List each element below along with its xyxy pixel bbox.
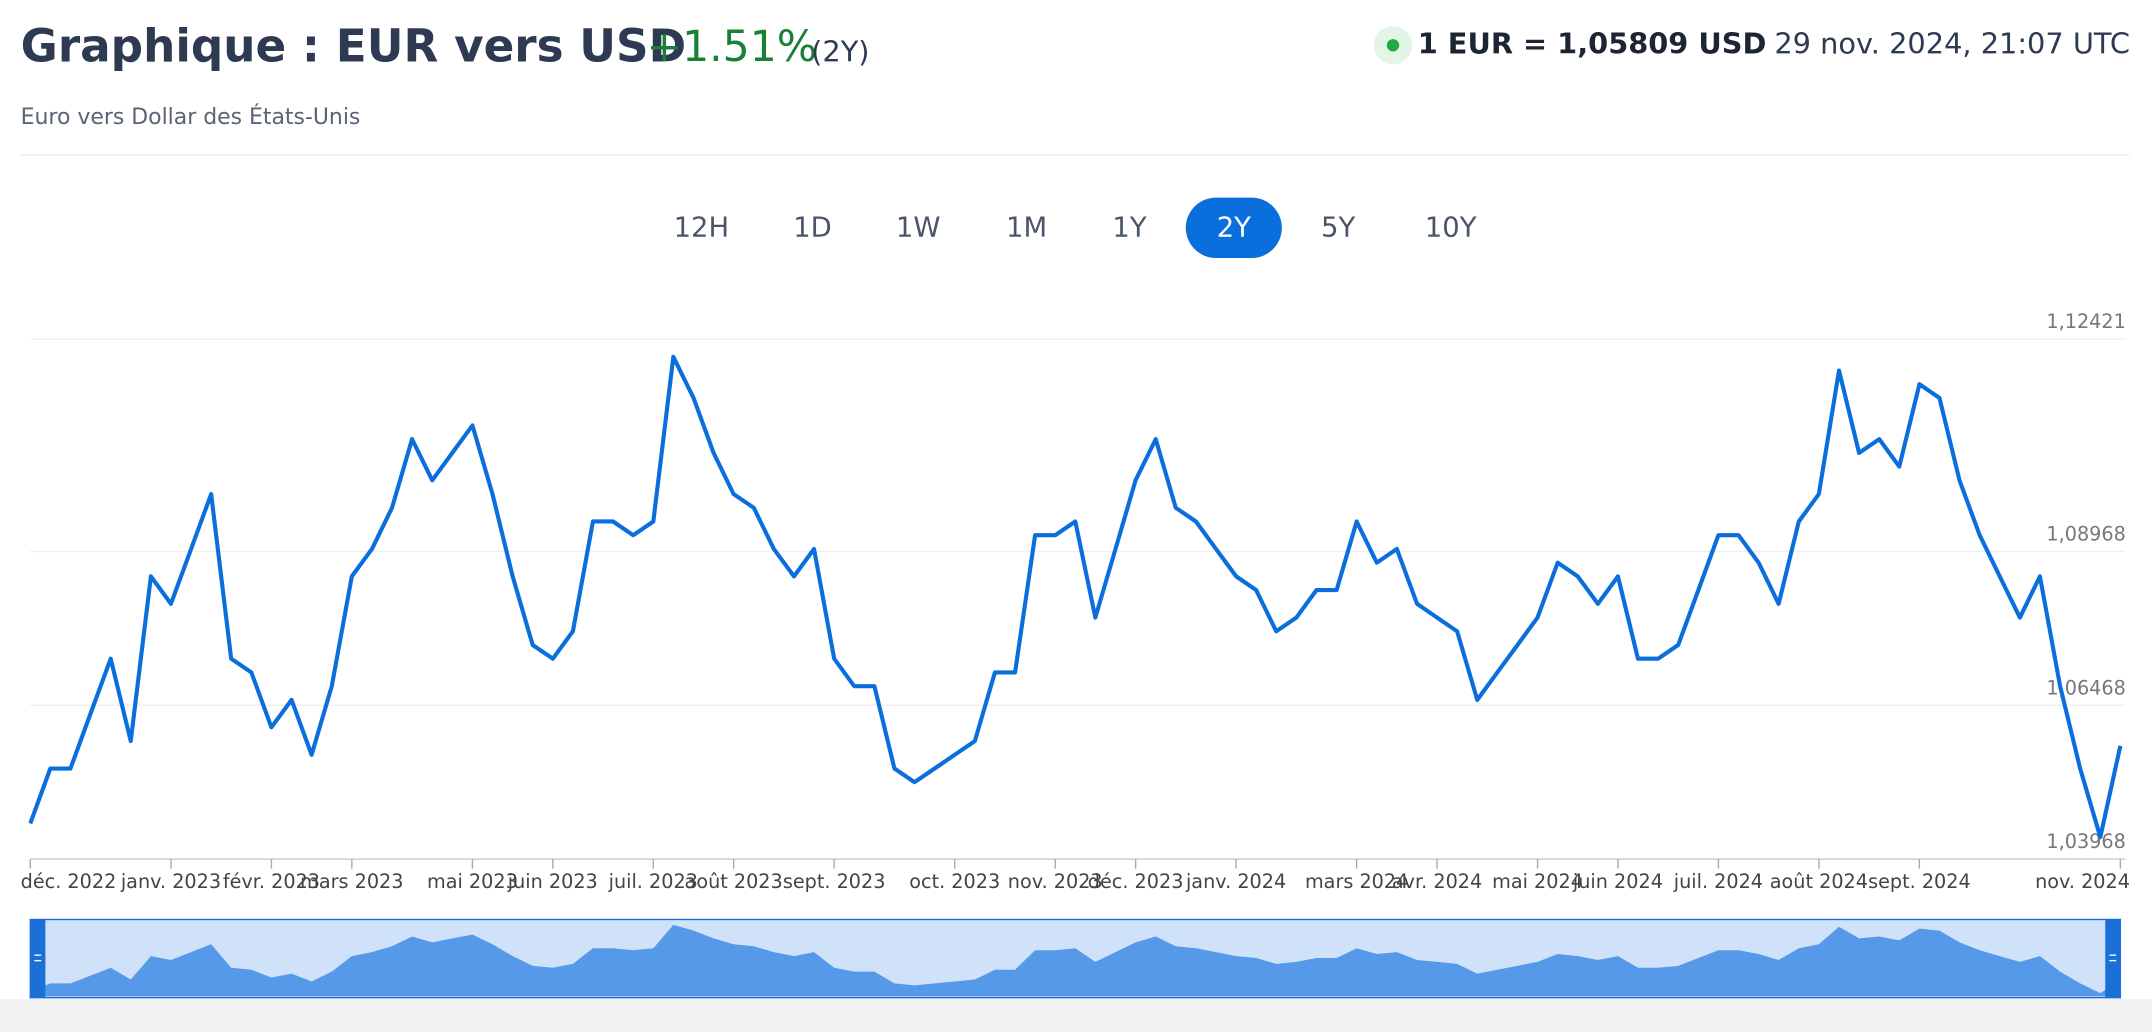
x-tick-label: juin 2024: [1572, 870, 1663, 893]
x-tick-label: déc. 2023: [1088, 870, 1184, 893]
x-tick-label: juil. 2024: [1673, 870, 1763, 893]
navigator-area: [30, 924, 2121, 997]
subtitle: Euro vers Dollar des États-Unis: [21, 104, 361, 130]
y-tick-label: 1,12421: [2046, 310, 2125, 333]
range-button[interactable]: 5Y: [1321, 213, 1355, 244]
x-tick-label: janv. 2023: [120, 870, 221, 893]
x-tick-label: avr. 2024: [1392, 870, 1482, 893]
x-tick-label: mai 2023: [427, 870, 518, 893]
footer-strip: [0, 999, 2152, 1032]
range-button[interactable]: 1Y: [1112, 213, 1146, 244]
price-line: [28, 354, 2123, 840]
range-button[interactable]: 1M: [1006, 213, 1047, 244]
x-tick-label: mars 2024: [1305, 870, 1408, 893]
range-button[interactable]: 1W: [896, 213, 941, 244]
page-title: Graphique : EUR vers USD: [21, 19, 687, 72]
navigator-handle[interactable]: [2105, 919, 2121, 998]
x-tick-label: sept. 2023: [783, 870, 886, 893]
y-tick-label: 1,06468: [2046, 676, 2125, 699]
change: +1.51%: [646, 23, 817, 72]
range-button[interactable]: 1D: [793, 213, 832, 244]
x-tick-label: nov. 2023: [1008, 870, 1103, 893]
x-tick-label: nov. 2024: [2035, 870, 2130, 893]
navigator-handle[interactable]: [30, 919, 46, 998]
range-button[interactable]: 2Y: [1217, 213, 1251, 244]
x-tick-label: juin 2023: [507, 870, 598, 893]
y-tick-label: 1,08968: [2046, 522, 2125, 545]
y-tick-label: 1,03968: [2046, 830, 2125, 853]
x-tick-label: juil. 2023: [608, 870, 698, 893]
x-tick-label: sept. 2024: [1868, 870, 1971, 893]
timestamp: 29 nov. 2024, 21:07 UTC: [1774, 26, 2130, 60]
x-tick-label: janv. 2024: [1185, 870, 1286, 893]
x-tick-label: mai 2024: [1492, 870, 1583, 893]
range-button[interactable]: 10Y: [1425, 213, 1477, 244]
period: (2Y): [811, 35, 869, 69]
rate: 1 EUR = 1,05809 USD: [1418, 26, 1767, 60]
x-tick-label: déc. 2022: [21, 870, 117, 893]
live-dot: [1386, 39, 1400, 52]
x-tick-label: mars 2023: [300, 870, 403, 893]
range-button[interactable]: 12H: [674, 213, 730, 244]
x-tick-label: août 2024: [1770, 870, 1868, 893]
x-tick-label: août 2023: [685, 870, 783, 893]
x-tick-label: oct. 2023: [909, 870, 1000, 893]
x-tick-label: févr. 2023: [223, 870, 320, 893]
range-button-active[interactable]: [1185, 197, 1282, 258]
